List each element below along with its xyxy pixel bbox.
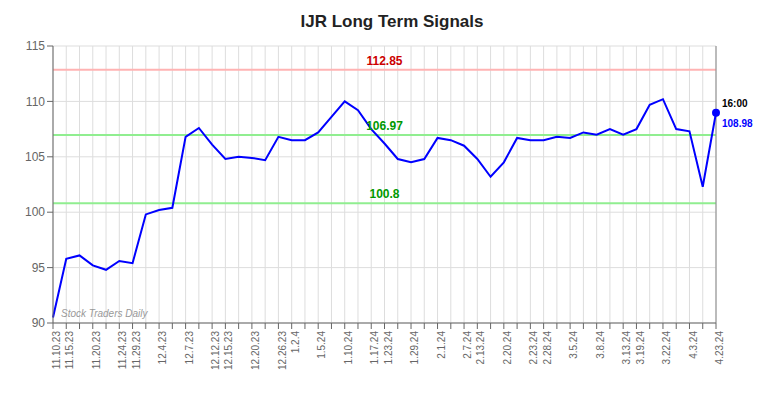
svg-text:112.85: 112.85 bbox=[366, 54, 402, 68]
svg-text:110: 110 bbox=[26, 95, 45, 109]
svg-text:2.20.24: 2.20.24 bbox=[502, 331, 513, 365]
svg-text:12.20.23: 12.20.23 bbox=[250, 331, 261, 370]
svg-text:11.29.23: 11.29.23 bbox=[131, 331, 142, 370]
svg-text:95: 95 bbox=[32, 261, 46, 275]
svg-text:105: 105 bbox=[25, 150, 45, 164]
svg-text:3.8.24: 3.8.24 bbox=[595, 331, 606, 359]
svg-text:11.20.23: 11.20.23 bbox=[91, 331, 102, 370]
svg-text:100: 100 bbox=[25, 205, 45, 219]
svg-text:2.28.24: 2.28.24 bbox=[542, 331, 553, 365]
svg-text:12.26.23: 12.26.23 bbox=[277, 331, 288, 370]
svg-text:106.97: 106.97 bbox=[366, 119, 403, 133]
svg-text:11.15.23: 11.15.23 bbox=[64, 331, 75, 370]
svg-text:1.29.24: 1.29.24 bbox=[409, 331, 420, 365]
svg-text:1.2.4: 1.2.4 bbox=[290, 331, 301, 354]
svg-text:3.19.24: 3.19.24 bbox=[635, 331, 646, 365]
svg-text:3.5.24: 3.5.24 bbox=[568, 331, 579, 359]
svg-text:90: 90 bbox=[32, 316, 46, 330]
svg-text:3.22.24: 3.22.24 bbox=[661, 331, 672, 365]
svg-text:12.7.23: 12.7.23 bbox=[184, 331, 195, 365]
svg-text:11.24.23: 11.24.23 bbox=[117, 331, 128, 370]
svg-text:1.5.24: 1.5.24 bbox=[316, 331, 327, 359]
html-text:IJR Long Term Signals: IJR Long Term Signals bbox=[300, 12, 484, 31]
svg-text:Stock Traders Daily: Stock Traders Daily bbox=[61, 308, 149, 319]
svg-text:100.8: 100.8 bbox=[369, 187, 399, 201]
svg-text:1.23.24: 1.23.24 bbox=[383, 331, 394, 365]
svg-text:11.10.23: 11.10.23 bbox=[51, 331, 62, 370]
svg-text:4.3.24: 4.3.24 bbox=[688, 331, 699, 359]
svg-text:12.12.23: 12.12.23 bbox=[210, 331, 221, 370]
svg-text:12.15.23: 12.15.23 bbox=[223, 331, 234, 370]
svg-text:2.23.24: 2.23.24 bbox=[528, 331, 539, 365]
svg-text:2.7.24: 2.7.24 bbox=[462, 331, 473, 359]
svg-text:16:00: 16:00 bbox=[722, 98, 748, 109]
svg-text:3.13.24: 3.13.24 bbox=[621, 331, 632, 365]
svg-text:12.4.23: 12.4.23 bbox=[157, 331, 168, 365]
svg-text:1.10.24: 1.10.24 bbox=[343, 331, 354, 365]
svg-text:2.13.24: 2.13.24 bbox=[475, 331, 486, 365]
svg-text:1.17.24: 1.17.24 bbox=[369, 331, 380, 365]
svg-text:4.23.24: 4.23.24 bbox=[714, 331, 725, 365]
svg-text:115: 115 bbox=[26, 39, 45, 53]
svg-text:2.1.24: 2.1.24 bbox=[436, 331, 447, 359]
svg-text:108.98: 108.98 bbox=[722, 118, 753, 129]
